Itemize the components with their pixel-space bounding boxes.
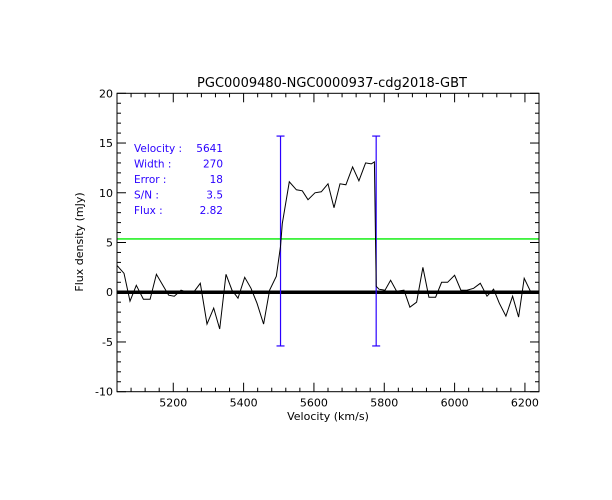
x-tick-label: 6200	[511, 397, 539, 410]
series-layer	[116, 160, 539, 330]
x-axis-label: Velocity (km/s)	[287, 410, 369, 423]
x-tick-label: 6000	[441, 397, 469, 410]
annotation-value: 270	[203, 159, 223, 171]
y-tick-label: 20	[99, 87, 113, 100]
x-tick-label: 5800	[370, 397, 398, 410]
annotation-label: Velocity :	[134, 143, 182, 155]
annotation-value: 3.5	[206, 190, 223, 202]
x-tick-label: 5200	[159, 397, 187, 410]
y-tick-label: 15	[99, 137, 113, 150]
annotation-label: Width :	[134, 159, 171, 171]
y-tick-label: 10	[99, 187, 113, 200]
y-tick-label: -5	[102, 336, 113, 349]
annotation-label: Error :	[134, 174, 166, 186]
annotation-value: 5641	[196, 143, 223, 155]
reference-lines	[117, 135, 539, 347]
y-tick-label: -10	[95, 386, 113, 399]
annotation-label: Flux :	[134, 205, 163, 217]
spectrum-line	[116, 160, 539, 330]
x-tick-label: 5400	[230, 397, 258, 410]
annotation-label: S/N :	[134, 190, 159, 202]
y-axis-label: Flux density (mJy)	[73, 192, 86, 291]
annotation-value: 2.82	[200, 205, 223, 217]
y-tick-label: 0	[106, 286, 113, 299]
chart-title: PGC0009480-NGC0000937-cdg2018-GBT	[197, 76, 467, 91]
fit-annotations: Velocity : 5641 Width : 270 Error : 18 S/N : 3.…	[134, 143, 223, 217]
axis-ticks: 5200 5400 5600 5800 6000 6200 -10 -5 0 5 10 15 20	[95, 87, 540, 410]
annotation-value: 18	[210, 174, 223, 186]
x-tick-label: 5600	[300, 397, 328, 410]
plot-frame	[116, 92, 540, 393]
y-tick-label: 5	[106, 237, 113, 250]
